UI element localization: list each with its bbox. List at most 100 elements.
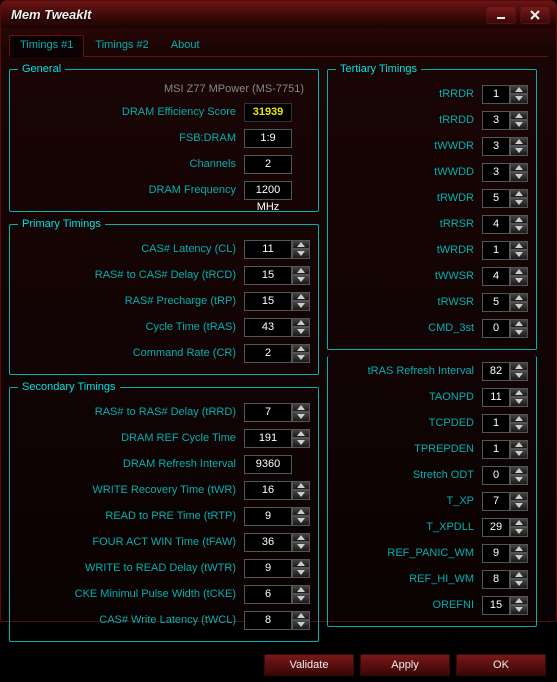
tab-t2[interactable]: Timings #2 [84,35,159,57]
value-input[interactable]: 5 [482,293,510,312]
validate-button[interactable]: Validate [264,654,354,676]
spin-down-button[interactable] [510,501,528,511]
spin-up-button[interactable] [292,344,310,354]
spin-up-button[interactable] [510,544,528,554]
spin-down-button[interactable] [292,490,310,500]
spin-up-button[interactable] [510,111,528,121]
value-input[interactable]: 15 [482,596,510,615]
spin-down-button[interactable] [510,172,528,182]
value-input[interactable]: 0 [482,319,510,338]
spin-down-button[interactable] [510,397,528,407]
spin-down-button[interactable] [292,438,310,448]
value-input[interactable]: 43 [244,318,292,337]
spin-down-button[interactable] [510,553,528,563]
value-input[interactable]: 3 [482,111,510,130]
spin-up-button[interactable] [292,429,310,439]
spin-down-button[interactable] [510,449,528,459]
value-input[interactable]: 3 [482,163,510,182]
value-input[interactable]: 15 [244,266,292,285]
spin-down-button[interactable] [510,250,528,260]
spin-up-button[interactable] [292,507,310,517]
value-input[interactable]: 7 [482,492,510,511]
value-input[interactable]: 9 [244,507,292,526]
spin-up-button[interactable] [510,241,528,251]
spin-up-button[interactable] [510,440,528,450]
spin-down-button[interactable] [510,605,528,615]
value-input[interactable]: 9 [244,559,292,578]
spin-up-button[interactable] [510,492,528,502]
spin-down-button[interactable] [510,94,528,104]
spin-down-button[interactable] [292,568,310,578]
value-input[interactable]: 8 [244,611,292,630]
tab-about[interactable]: About [160,35,211,57]
spin-down-button[interactable] [292,620,310,630]
spin-up-button[interactable] [510,189,528,199]
spin-down-button[interactable] [510,198,528,208]
value-input[interactable]: 82 [482,362,510,381]
spin-up-button[interactable] [510,319,528,329]
spin-up-button[interactable] [510,163,528,173]
value-input[interactable]: 29 [482,518,510,537]
spin-up-button[interactable] [510,267,528,277]
value-input[interactable]: 4 [482,215,510,234]
spin-up-button[interactable] [292,481,310,491]
spin-up-button[interactable] [292,533,310,543]
value-input[interactable]: 16 [244,481,292,500]
ok-button[interactable]: OK [456,654,546,676]
spin-down-button[interactable] [292,594,310,604]
value-input[interactable]: 6 [244,585,292,604]
spin-down-button[interactable] [510,579,528,589]
spin-up-button[interactable] [510,414,528,424]
spin-down-button[interactable] [510,328,528,338]
spin-down-button[interactable] [292,249,310,259]
value-input[interactable]: 1 [482,440,510,459]
spin-down-button[interactable] [510,146,528,156]
spin-down-button[interactable] [292,412,310,422]
spin-up-button[interactable] [510,137,528,147]
close-button[interactable] [520,6,550,24]
value-input[interactable]: 8 [482,570,510,589]
spin-up-button[interactable] [510,293,528,303]
spin-down-button[interactable] [510,423,528,433]
spin-up-button[interactable] [292,240,310,250]
spin-down-button[interactable] [292,542,310,552]
spin-down-button[interactable] [510,120,528,130]
spin-up-button[interactable] [510,388,528,398]
spin-up-button[interactable] [510,85,528,95]
value-input[interactable]: 11 [244,240,292,259]
spin-down-button[interactable] [510,527,528,537]
value-input[interactable]: 191 [244,429,292,448]
spin-down-button[interactable] [510,224,528,234]
spin-down-button[interactable] [292,327,310,337]
value-input[interactable]: 2 [244,344,292,363]
spin-down-button[interactable] [510,371,528,381]
apply-button[interactable]: Apply [360,654,450,676]
spin-up-button[interactable] [292,403,310,413]
tab-t1[interactable]: Timings #1 [9,35,84,57]
value-input[interactable]: 11 [482,388,510,407]
spin-down-button[interactable] [510,475,528,485]
spin-down-button[interactable] [292,301,310,311]
spin-down-button[interactable] [292,275,310,285]
spin-up-button[interactable] [292,292,310,302]
spin-down-button[interactable] [510,276,528,286]
spin-up-button[interactable] [292,266,310,276]
spin-up-button[interactable] [292,611,310,621]
minimize-button[interactable] [486,6,516,24]
spin-up-button[interactable] [510,518,528,528]
spin-up-button[interactable] [510,215,528,225]
spin-down-button[interactable] [510,302,528,312]
value-input[interactable]: 5 [482,189,510,208]
value-input[interactable]: 1 [482,85,510,104]
value-input[interactable]: 9 [482,544,510,563]
value-input[interactable]: 36 [244,533,292,552]
spin-up-button[interactable] [292,559,310,569]
value-input[interactable]: 0 [482,466,510,485]
value-input[interactable]: 3 [482,137,510,156]
value-input[interactable]: 4 [482,267,510,286]
spin-down-button[interactable] [292,353,310,363]
value-input[interactable]: 7 [244,403,292,422]
spin-up-button[interactable] [292,585,310,595]
spin-up-button[interactable] [510,362,528,372]
value-input[interactable]: 9360 [244,455,292,474]
